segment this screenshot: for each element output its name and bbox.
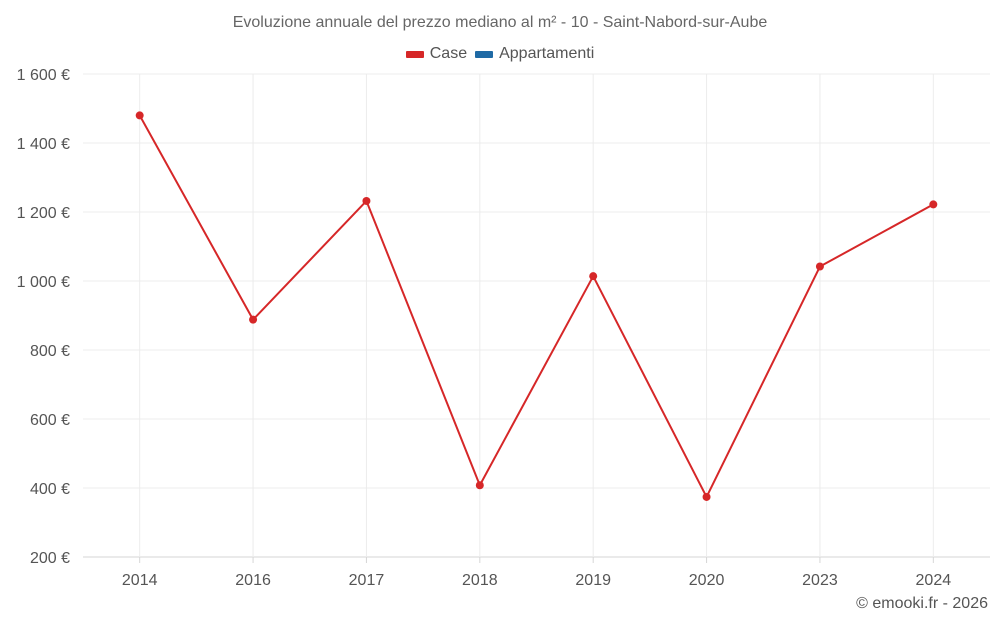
x-tick-label: 2020 bbox=[689, 572, 725, 589]
y-tick-label: 1 400 € bbox=[17, 136, 70, 153]
y-tick-label: 800 € bbox=[30, 343, 70, 360]
legend-item-appartamenti[interactable]: Appartamenti bbox=[475, 45, 594, 63]
data-point bbox=[475, 481, 484, 490]
data-point bbox=[929, 200, 938, 209]
legend-label-appartamenti: Appartamenti bbox=[499, 45, 595, 62]
x-tick-label: 2019 bbox=[575, 572, 611, 589]
data-point bbox=[589, 272, 598, 281]
chart-title: Evoluzione annuale del prezzo mediano al… bbox=[232, 14, 768, 31]
series-line-case bbox=[138, 114, 934, 498]
data-point bbox=[702, 492, 711, 501]
y-tick-label: 1 600 € bbox=[17, 67, 70, 84]
x-tick-label: 2016 bbox=[235, 572, 271, 589]
x-tick-label: 2018 bbox=[462, 572, 498, 589]
y-tick-label: 1 200 € bbox=[17, 205, 70, 222]
data-point bbox=[135, 111, 144, 120]
y-tick-label: 600 € bbox=[30, 412, 70, 429]
chart-legend: Case Appartamenti bbox=[0, 45, 1000, 63]
x-tick-label: 2024 bbox=[916, 572, 952, 589]
y-tick-label: 1 000 € bbox=[17, 274, 70, 291]
legend-item-case[interactable]: Case bbox=[405, 45, 468, 63]
data-point bbox=[249, 315, 258, 324]
data-point bbox=[362, 196, 371, 205]
x-tick-label: 2014 bbox=[122, 572, 158, 589]
data-point bbox=[815, 262, 824, 271]
x-tick-label: 2017 bbox=[349, 572, 385, 589]
credit-text: © emooki.fr - 2026 bbox=[856, 595, 988, 612]
y-tick-label: 400 € bbox=[30, 481, 70, 498]
y-tick-label: 200 € bbox=[30, 550, 70, 567]
legend-swatch-appartamenti bbox=[475, 50, 494, 58]
legend-swatch-case bbox=[405, 50, 424, 58]
legend-label-case: Case bbox=[429, 45, 468, 62]
x-tick-label: 2023 bbox=[802, 572, 838, 589]
